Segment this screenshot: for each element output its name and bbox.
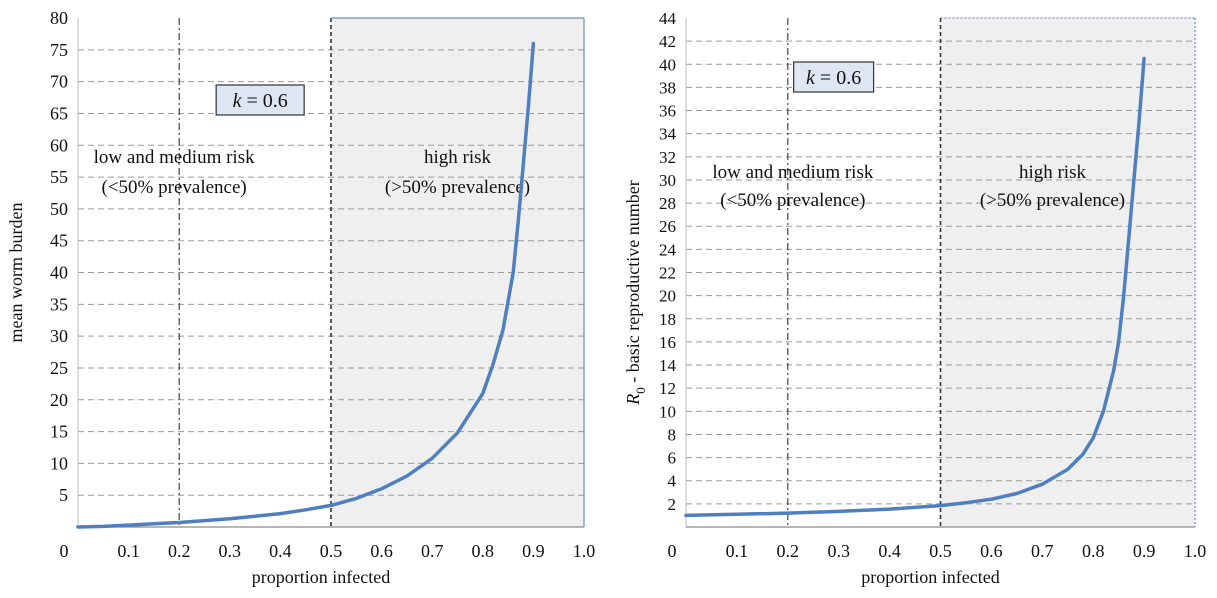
y-tick-label: 26	[659, 217, 676, 236]
parameter-label: k = 0.6	[233, 90, 288, 112]
x-tick-label: 0.4	[269, 541, 292, 561]
y-tick-label: 10	[50, 453, 68, 473]
x-tick-label: 0.7	[421, 541, 444, 561]
parameter-label-val: 0.6	[836, 67, 861, 89]
y-tick-label: 16	[659, 333, 676, 352]
low-medium-risk-label: low and medium risk	[94, 147, 255, 168]
parameter-label-var: k	[233, 90, 243, 112]
y-axis-label-text: - basic reproductive number	[623, 180, 643, 387]
y-tick-label: 38	[659, 78, 676, 97]
low-medium-risk-label: (<50% prevalence)	[720, 190, 865, 211]
y-tick-label: 30	[659, 171, 676, 190]
y-axis-label-subscript: 0	[633, 387, 648, 394]
y-tick-label: 30	[50, 326, 68, 346]
high-risk-label: (>50% prevalence)	[385, 177, 530, 198]
series-line	[684, 56, 1146, 518]
x-tick-label: 0.6	[370, 541, 393, 561]
y-axis-label-symbol: R	[623, 394, 643, 406]
x-tick-label: 0.8	[1082, 541, 1105, 561]
x-tick-label: 0.5	[320, 541, 343, 561]
y-tick-label: 45	[50, 231, 68, 251]
y-tick-label: 12	[659, 379, 676, 398]
x-tick-label: 0.2	[168, 541, 191, 561]
x-tick-label: 0.1	[117, 541, 140, 561]
high-risk-label: high risk	[424, 147, 492, 168]
parameter-box	[215, 84, 305, 116]
y-tick-label: 34	[659, 125, 677, 144]
y-tick-label: 4	[668, 472, 677, 491]
parameter-box	[793, 61, 875, 93]
y-tick-label: 55	[50, 167, 68, 187]
x-axis-label: proportion infected	[252, 567, 390, 587]
y-tick-label: 42	[659, 32, 676, 51]
x-tick-label: 0.2	[777, 541, 800, 561]
y-tick-label: 28	[659, 194, 676, 213]
y-tick-label: 65	[50, 103, 68, 123]
y-tick-label: 20	[50, 390, 68, 410]
y-tick-label: 36	[659, 102, 676, 121]
x-tick-label: 0.3	[827, 541, 850, 561]
y-tick-label: 75	[50, 40, 68, 60]
y-tick-label: 14	[659, 356, 677, 375]
low-medium-risk-label: low and medium risk	[712, 162, 873, 183]
y-tick-label: 44	[659, 9, 677, 28]
y-tick-label: 20	[659, 287, 676, 306]
x-axis-label: proportion infected	[861, 567, 999, 587]
x-tick-label: 1.0	[1184, 541, 1207, 561]
y-tick-label: 6	[668, 449, 677, 468]
x-tick-label: 0.9	[1133, 541, 1156, 561]
parameter-label-eq: =	[241, 90, 262, 112]
y-tick-label: 15	[50, 422, 68, 442]
y-tick-label: 10	[659, 402, 676, 421]
high-risk-label: (>50% prevalence)	[980, 190, 1125, 211]
y-tick-label: 35	[50, 294, 68, 314]
y-tick-label: 25	[50, 358, 68, 378]
y-tick-label: 40	[659, 55, 676, 74]
y-axis-label: R0 - basic reproductive number	[623, 180, 648, 405]
x-tick-label: 0.8	[472, 541, 495, 561]
parameter-label: k = 0.6	[806, 67, 861, 89]
y-tick-label: 60	[50, 135, 68, 155]
parameter-label-var: k	[806, 67, 816, 89]
parameter-label-val: 0.6	[263, 90, 288, 112]
y-tick-label: 80	[50, 8, 68, 28]
chart-svg-basic-reproductive-number: 2468101214161820222426283032343638404244…	[623, 9, 1207, 587]
y-tick-label: 24	[659, 240, 677, 259]
y-tick-label: 70	[50, 72, 68, 92]
low-medium-risk-label: (<50% prevalence)	[102, 177, 247, 198]
chart-mean-worm-burden: 5 10 15 20 25 30 35 40 45 50 55 60 65 70 75 80 0 0.1 0.2 0.…	[0, 0, 600, 598]
x-tick-label: 0.6	[980, 541, 1003, 561]
x-tick-label: 0.3	[219, 541, 242, 561]
x-tick-label: 0.5	[929, 541, 952, 561]
y-axis-label: mean worm burden	[6, 203, 26, 343]
y-tick-label: 8	[668, 425, 677, 444]
y-tick-label: 32	[659, 148, 676, 167]
y-tick-label: 5	[59, 485, 68, 505]
chart-svg-mean-worm-burden: 5 10 15 20 25 30 35 40 45 50 55 60 65 70 75 80 0 0.1 0.2 0.…	[6, 8, 596, 587]
x-tick-label: 0	[668, 541, 677, 561]
x-tick-label: 0.9	[522, 541, 545, 561]
parameter-label-eq: =	[815, 67, 836, 89]
x-tick-label: 0.7	[1031, 541, 1054, 561]
y-tick-label: 40	[50, 263, 68, 283]
x-tick-label: 0.1	[726, 541, 749, 561]
y-tick-label: 2	[668, 495, 677, 514]
y-tick-label: 22	[659, 264, 676, 283]
y-tick-label: 50	[50, 199, 68, 219]
x-tick-label: 1.0	[573, 541, 596, 561]
x-tick-label: 0.4	[878, 541, 901, 561]
chart-basic-reproductive-number: 2 4 6 8 10 12 14 16 18 20 22 24 26 28 30 32 34 36 38 40 42 44…	[609, 0, 1217, 598]
high-risk-label: high risk	[1019, 162, 1087, 183]
series-line	[76, 41, 536, 529]
x-tick-label: 0	[60, 541, 69, 561]
y-tick-label: 18	[659, 310, 676, 329]
